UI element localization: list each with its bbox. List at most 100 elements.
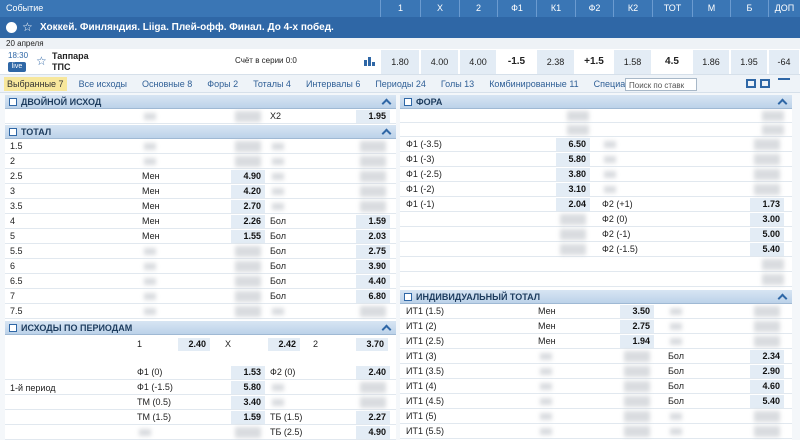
odd[interactable]: 2.27 — [356, 411, 390, 424]
view-toggle[interactable] — [760, 79, 770, 88]
column-header[interactable]: М — [692, 0, 730, 17]
odd[interactable]: 4.90 — [356, 426, 390, 439]
odd[interactable]: 6.50 — [556, 138, 590, 151]
event-odd[interactable]: 1.95 — [731, 50, 767, 74]
odd[interactable]: 1.73 — [750, 198, 784, 211]
tab[interactable]: Основные 8 — [142, 79, 193, 89]
row-label: Ф1 (-2.5) — [406, 169, 442, 179]
odd[interactable]: 4.40 — [356, 275, 390, 288]
odd[interactable]: 2.70 — [231, 200, 265, 213]
market-checkbox[interactable] — [9, 128, 17, 136]
odd[interactable]: 5.40 — [750, 243, 784, 256]
column-header[interactable]: 1 — [380, 0, 420, 17]
odd[interactable]: 5.40 — [750, 395, 784, 408]
odd[interactable]: 5.00 — [750, 228, 784, 241]
row-label: 6 — [10, 261, 16, 271]
tab[interactable]: Периоды 24 — [375, 79, 426, 89]
odd[interactable]: 2.75 — [620, 320, 654, 333]
odd[interactable]: 2.04 — [556, 198, 590, 211]
event-odd[interactable]: 1.58 — [614, 50, 651, 74]
stats-icon-bar — [368, 57, 371, 66]
market-row — [400, 152, 792, 167]
outcome-label: Ф1 (-1.5) — [137, 382, 173, 392]
event-odd[interactable]: 4.00 — [460, 50, 496, 74]
tab[interactable]: Комбинированные 11 — [489, 79, 579, 89]
column-header[interactable]: ДОП — [768, 0, 800, 17]
blurred-odd — [762, 125, 784, 135]
column-header[interactable]: К1 — [536, 0, 575, 17]
tab[interactable]: Все исходы — [78, 79, 128, 89]
row-label: 1.5 — [10, 141, 23, 151]
market-checkbox[interactable] — [9, 98, 17, 106]
odd[interactable]: 3.40 — [231, 396, 265, 409]
column-header[interactable]: Б — [730, 0, 768, 17]
odd[interactable]: 2.42 — [268, 338, 300, 351]
odd[interactable]: 1.59 — [356, 215, 390, 228]
market-checkbox[interactable] — [9, 324, 17, 332]
market-row — [5, 244, 396, 259]
tab[interactable]: Голы 13 — [440, 79, 475, 89]
odd[interactable]: 3.00 — [750, 213, 784, 226]
column-header[interactable]: 2 — [459, 0, 497, 17]
collapse-all[interactable] — [778, 78, 790, 90]
blurred-odd — [754, 411, 780, 422]
odd[interactable]: 3.70 — [356, 338, 388, 351]
odd[interactable]: 1.53 — [231, 366, 265, 379]
event-odd[interactable]: -64 — [769, 50, 799, 74]
odd[interactable]: 6.80 — [356, 290, 390, 303]
blurred-text — [272, 188, 284, 195]
odd[interactable]: 3.50 — [620, 305, 654, 318]
odd[interactable]: 1.55 — [231, 230, 265, 243]
event-odd[interactable]: 1.86 — [693, 50, 729, 74]
tab[interactable]: Тоталы 4 — [253, 79, 291, 89]
odd[interactable]: 5.80 — [556, 153, 590, 166]
odd[interactable]: 2.90 — [750, 365, 784, 378]
column-header[interactable]: Ф2 — [575, 0, 613, 17]
odd[interactable]: 1.95 — [356, 110, 390, 123]
odd[interactable]: 3.80 — [556, 168, 590, 181]
event-odd[interactable]: 4.00 — [421, 50, 458, 74]
odd[interactable]: 2.40 — [178, 338, 210, 351]
event-odd[interactable]: 1.80 — [381, 50, 419, 74]
column-header[interactable]: ТОТ — [652, 0, 692, 17]
odd[interactable]: 2.75 — [356, 245, 390, 258]
view-toggle[interactable] — [746, 79, 756, 88]
odd[interactable]: 2.03 — [356, 230, 390, 243]
blurred-text — [144, 308, 156, 315]
column-header[interactable]: X — [420, 0, 459, 17]
tab[interactable]: Интервалы 6 — [305, 79, 361, 89]
odd[interactable]: 2.34 — [750, 350, 784, 363]
live-badge: live — [8, 62, 26, 72]
odd[interactable]: 4.90 — [231, 170, 265, 183]
event-odd[interactable]: 2.38 — [537, 50, 574, 74]
blurred-odd — [360, 141, 386, 152]
market-row — [400, 272, 792, 287]
odd[interactable]: 3.10 — [556, 183, 590, 196]
favorite-star: ☆ — [22, 21, 33, 33]
odd[interactable]: 1.59 — [231, 411, 265, 424]
market-header — [5, 125, 396, 139]
outcome-label: X2 — [270, 111, 282, 121]
odd[interactable]: 1.94 — [620, 335, 654, 348]
tab[interactable]: Форы 2 — [207, 79, 239, 89]
left-panel — [5, 95, 396, 440]
tab[interactable]: Выбранные 7 — [4, 77, 67, 91]
column-header[interactable]: К2 — [613, 0, 652, 17]
column-header[interactable]: Ф1 — [497, 0, 536, 17]
outcome-label: Бол — [668, 381, 684, 391]
market-checkbox[interactable] — [404, 293, 412, 301]
blurred-text — [670, 428, 682, 435]
period-label: 1-й период — [10, 383, 56, 393]
right-panel — [400, 95, 792, 440]
market-row — [400, 379, 792, 394]
odd[interactable]: 4.20 — [231, 185, 265, 198]
odd[interactable]: 2.26 — [231, 215, 265, 228]
market-checkbox[interactable] — [404, 98, 412, 106]
blurred-text — [670, 338, 682, 345]
odd[interactable]: 2.40 — [356, 366, 390, 379]
odd[interactable]: 3.90 — [356, 260, 390, 273]
search-input[interactable]: Поиск по ставк — [625, 78, 697, 91]
odd[interactable]: 5.80 — [231, 381, 265, 394]
odd[interactable]: 4.60 — [750, 380, 784, 393]
